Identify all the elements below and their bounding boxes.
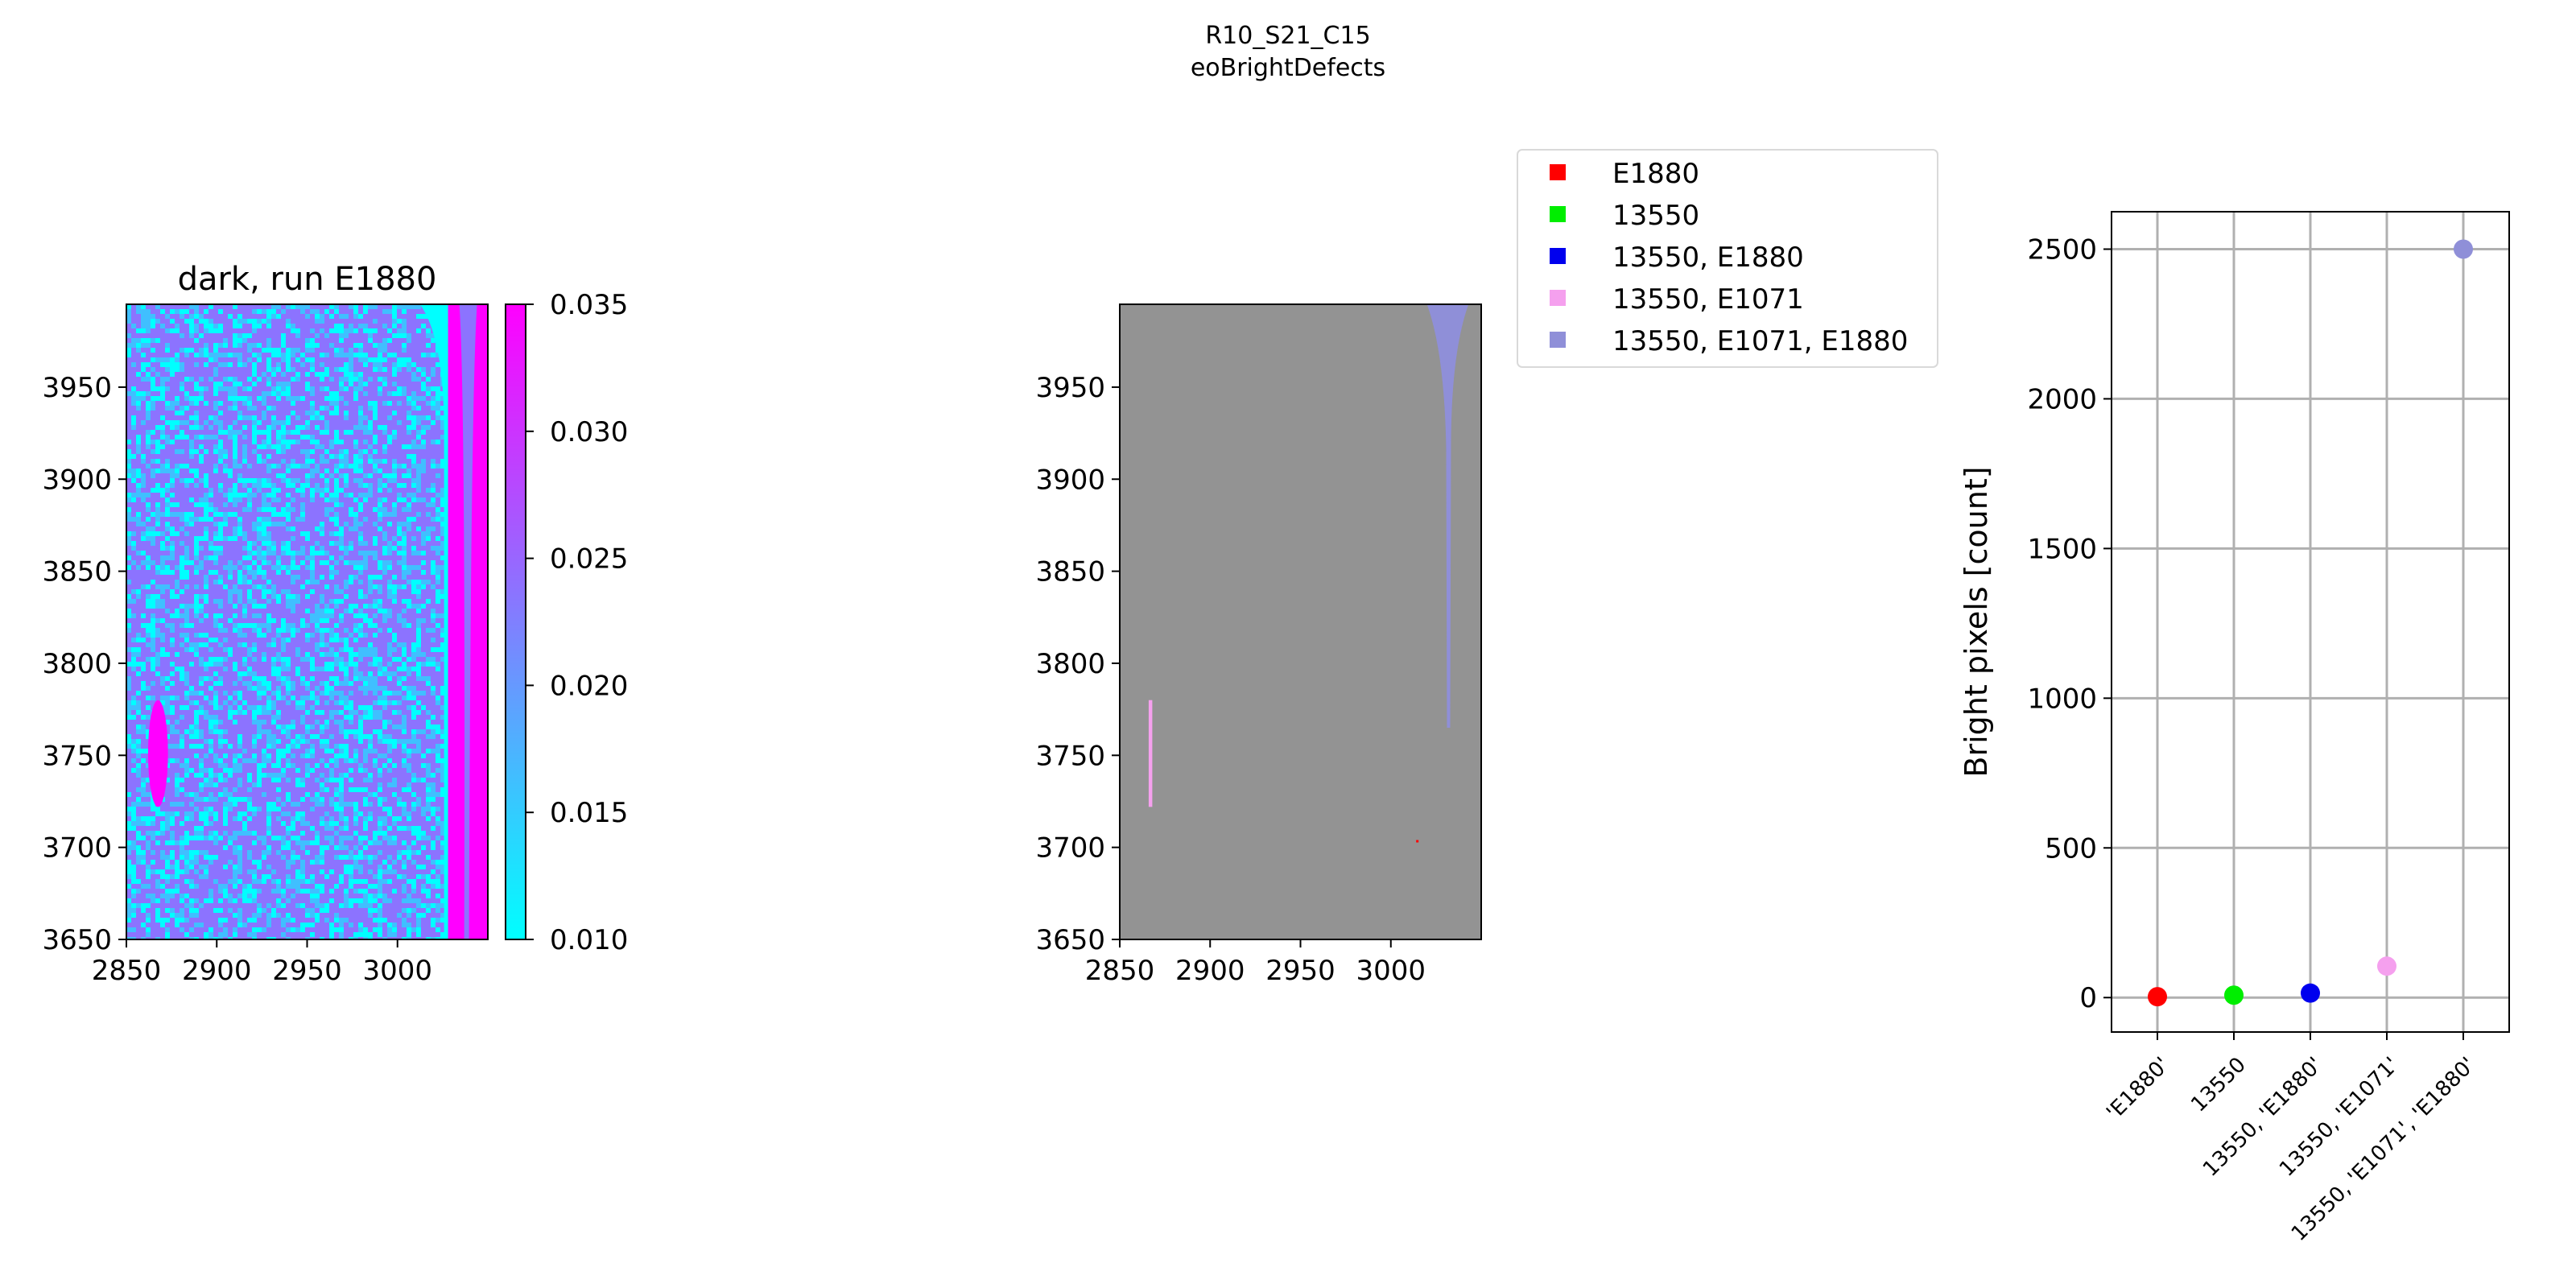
x-category-label: 13550 <box>2186 1053 2251 1117</box>
x-tick-label: 2900 <box>182 955 252 987</box>
suptitle-line2: eoBrightDefects <box>1191 54 1385 82</box>
y-tick-label: 3750 <box>42 740 112 772</box>
colorbar-tick-label: 0.015 <box>550 797 628 829</box>
data-point <box>2454 239 2473 259</box>
legend-swatch <box>1550 332 1566 348</box>
defect-map-panel: 2850 2900 2950 3000 3650 3700 3750 3800 3850 3900… <box>1035 303 1482 987</box>
colorbar-tick-label: 0.030 <box>550 416 628 448</box>
colorbar-tick-label: 0.020 <box>550 670 628 702</box>
image-noise <box>126 304 488 939</box>
defect-image <box>1120 304 1481 939</box>
data-point <box>2301 983 2320 1003</box>
x-tick-label: 2900 <box>1175 955 1245 987</box>
x-category-label: 'E1880' <box>2102 1053 2174 1125</box>
x-tick-label: 2950 <box>272 955 342 987</box>
x-tick-label: 3000 <box>1356 955 1426 987</box>
y-tick-label: 3950 <box>1035 372 1105 404</box>
cyan-band-edge <box>419 304 448 939</box>
dark-image <box>126 304 488 939</box>
legend-label: 13550 <box>1612 200 1699 232</box>
y-tick-label: 3950 <box>42 372 112 404</box>
y-tick-label: 1500 <box>2027 533 2097 565</box>
dark-heatmap-panel: dark, run E1880 2850 2900 2950 3000 3650 3700 3… <box>42 261 628 987</box>
data-point <box>2377 956 2396 976</box>
defect-feature-0 <box>1426 304 1469 728</box>
y-tick-label: 3800 <box>42 648 112 680</box>
y-tick-label: 3850 <box>1035 556 1105 588</box>
legend-label: E1880 <box>1612 158 1699 190</box>
legend-swatch <box>1550 206 1566 222</box>
legend-label: 13550, E1071, E1880 <box>1612 325 1908 357</box>
x-tick-label: 2950 <box>1265 955 1335 987</box>
y-tick-label: 3750 <box>1035 740 1105 772</box>
y-tick-label: 3850 <box>42 556 112 588</box>
panel-title: dark, run E1880 <box>178 261 437 298</box>
y-tick-label: 0 <box>2079 982 2097 1014</box>
legend-swatch <box>1550 164 1566 180</box>
y-tick-label: 3650 <box>42 924 112 956</box>
legend-label: 13550, E1071 <box>1612 283 1804 316</box>
data-point <box>2224 985 2244 1005</box>
y-tick-label: 3900 <box>1035 464 1105 496</box>
legend-label: 13550, E1880 <box>1612 242 1804 274</box>
band-inner-streak <box>459 304 477 939</box>
colorbar-tick-label: 0.025 <box>550 543 628 576</box>
defect-feature-1 <box>1148 700 1153 807</box>
y-tick-label: 500 <box>2045 832 2097 865</box>
y-tick-label: 1000 <box>2027 683 2097 715</box>
y-tick-label: 2000 <box>2027 383 2097 415</box>
y-tick-label: 2500 <box>2027 233 2097 266</box>
colorbar-tick-label: 0.035 <box>550 289 628 321</box>
legend-box <box>1517 149 1938 368</box>
y-tick-label: 3900 <box>42 464 112 496</box>
defect-feature-2 <box>1416 840 1419 843</box>
y-tick-label: 3800 <box>1035 648 1105 680</box>
y-tick-label: 3700 <box>42 832 112 865</box>
y-axis-label: Bright pixels [count] <box>1959 466 1994 777</box>
y-tick-label: 3700 <box>1035 832 1105 865</box>
colorbar-tick-label: 0.010 <box>550 924 628 956</box>
defect-map-background <box>1120 304 1481 939</box>
data-point <box>2148 987 2167 1007</box>
x-tick-label: 2850 <box>1085 955 1155 987</box>
legend-swatch <box>1550 290 1566 306</box>
suptitle-line1: R10_S21_C15 <box>1205 22 1370 50</box>
bright-spot-feature-1 <box>147 700 168 807</box>
legend: E1880 13550 13550, E1880 13550, E1071 13550,… <box>1517 149 1938 368</box>
x-tick-label: 3000 <box>362 955 432 987</box>
colorbar <box>505 303 526 940</box>
y-tick-label: 3650 <box>1035 924 1105 956</box>
legend-swatch <box>1550 248 1566 264</box>
x-tick-label: 2850 <box>92 955 162 987</box>
